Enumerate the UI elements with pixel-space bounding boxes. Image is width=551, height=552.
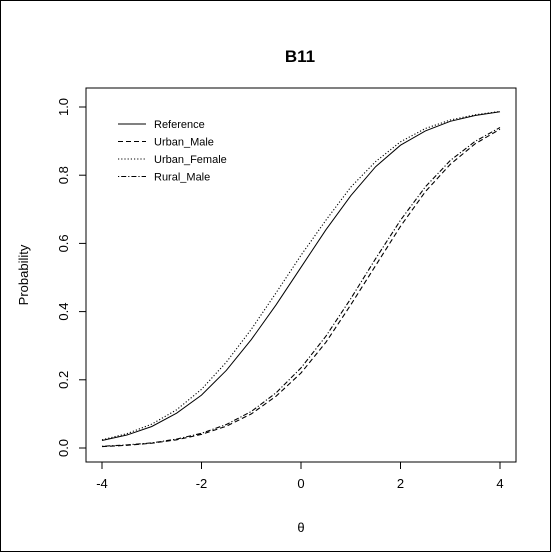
plot-box	[85, 87, 517, 463]
series-line-reference	[101, 111, 501, 441]
y-tick-label: 1.0	[56, 98, 71, 116]
y-axis-label: Probability	[16, 244, 31, 305]
series-line-rural-male	[101, 127, 501, 447]
y-tick-label: 0.2	[56, 371, 71, 389]
series-line-urban-female	[101, 110, 501, 441]
y-tick-label: 0.4	[56, 303, 71, 321]
x-tick-label: 4	[496, 476, 503, 491]
legend-label: Urban_Female	[154, 154, 227, 166]
legend-label: Urban_Male	[154, 137, 214, 149]
y-tick-label: 0.0	[56, 439, 71, 457]
y-tick-label: 0.6	[56, 234, 71, 252]
legend-label: Rural_Male	[154, 172, 210, 184]
x-tick-label: -4	[96, 476, 108, 491]
chart-title: B11	[285, 47, 315, 66]
x-tick-label: 2	[397, 476, 404, 491]
legend-label: Reference	[154, 119, 205, 131]
y-tick-label: 0.8	[56, 166, 71, 184]
legend: Reference Urban_Male Urban_Female Rural_Mal…	[118, 119, 227, 184]
y-axis: 0.0 0.2 0.4 0.6 0.8 1.0	[56, 98, 87, 457]
x-tick-label: 0	[297, 476, 304, 491]
series-lines	[101, 110, 501, 448]
x-tick-label: -2	[196, 476, 208, 491]
series-line-urban-male	[101, 128, 501, 448]
x-axis: -4 -2 0 2 4	[96, 461, 504, 491]
x-axis-label: θ	[297, 520, 304, 535]
